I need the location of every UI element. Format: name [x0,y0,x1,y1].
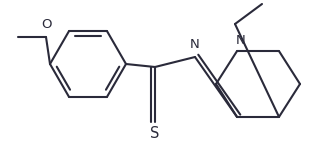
Text: O: O [41,17,51,31]
Text: N: N [190,38,200,50]
Text: N: N [236,33,246,47]
Text: S: S [150,126,160,142]
